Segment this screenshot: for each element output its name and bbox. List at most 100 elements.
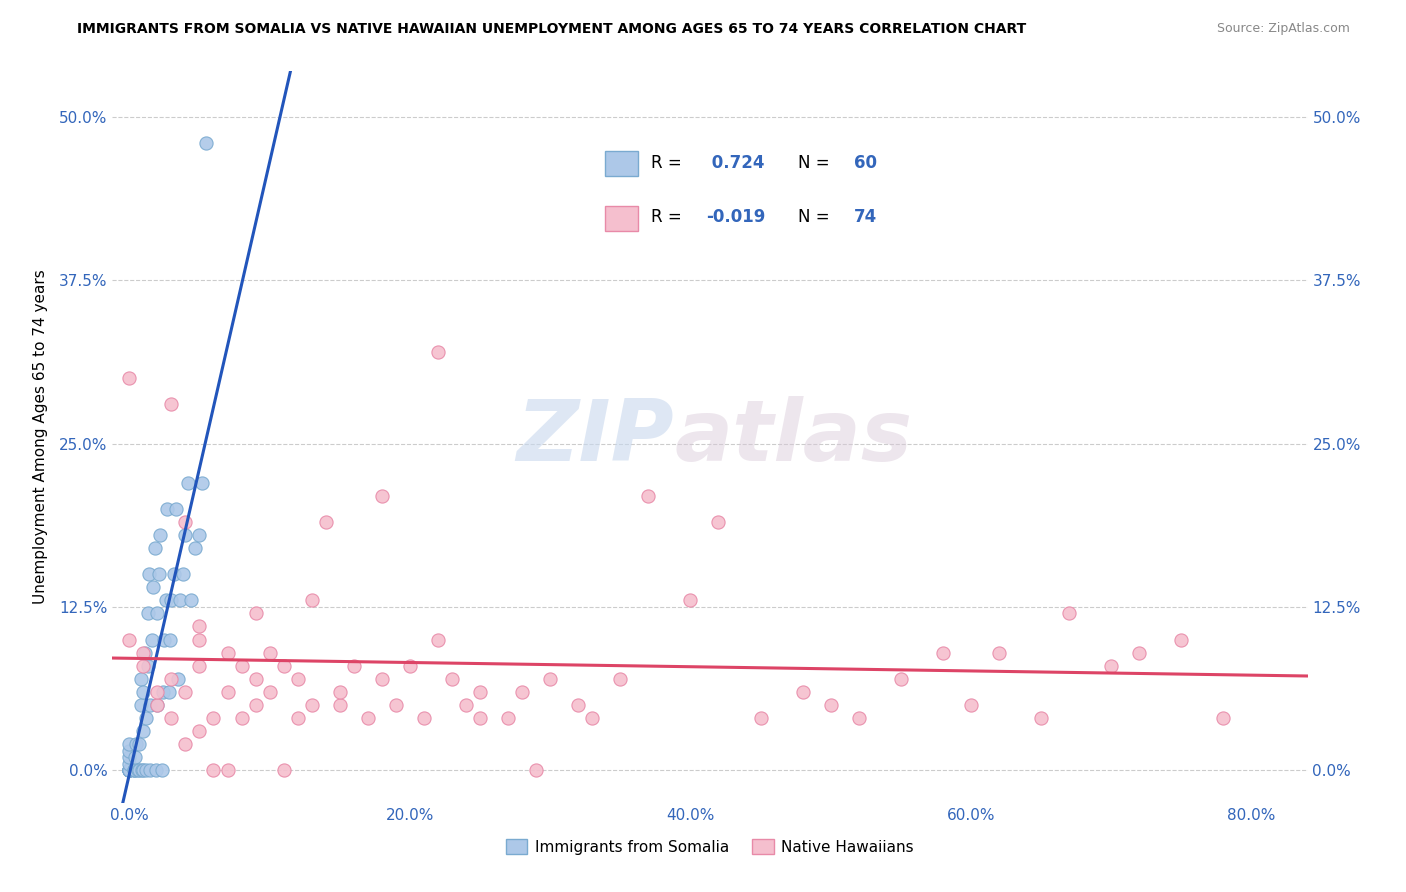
Point: [399, 658, 422, 673]
Point: [153, 632, 176, 647]
Point: [118, 763, 141, 777]
Point: [231, 658, 253, 673]
Point: [174, 685, 197, 699]
Point: [510, 685, 533, 699]
Point: [191, 475, 214, 490]
Point: [184, 541, 207, 555]
Point: [217, 685, 239, 699]
Point: [134, 646, 156, 660]
Point: [146, 698, 169, 712]
Point: [118, 737, 141, 751]
Point: [138, 567, 160, 582]
Point: [385, 698, 408, 712]
Point: [371, 672, 394, 686]
Point: [538, 672, 561, 686]
Point: [195, 136, 218, 151]
Point: [749, 711, 772, 725]
Point: [129, 698, 152, 712]
Point: [440, 672, 463, 686]
Point: [1128, 646, 1150, 660]
Text: Source: ZipAtlas.com: Source: ZipAtlas.com: [1216, 22, 1350, 36]
Point: [496, 711, 519, 725]
Point: [149, 528, 172, 542]
Point: [165, 502, 187, 516]
Point: [142, 580, 165, 594]
Point: [132, 658, 155, 673]
Point: [890, 672, 912, 686]
Point: [118, 743, 141, 757]
Point: [135, 711, 157, 725]
Point: [122, 763, 145, 777]
FancyBboxPatch shape: [605, 152, 638, 177]
Point: [118, 750, 141, 764]
Point: [932, 646, 955, 660]
Point: [329, 698, 352, 712]
Point: [167, 672, 190, 686]
Point: [129, 672, 152, 686]
Text: R =: R =: [651, 154, 682, 172]
Point: [188, 723, 211, 738]
Point: [848, 711, 870, 725]
Point: [159, 632, 181, 647]
Point: [426, 345, 449, 359]
Point: [135, 763, 157, 777]
Point: [118, 763, 141, 777]
Point: [143, 541, 166, 555]
Point: [315, 515, 337, 529]
Point: [136, 658, 159, 673]
Point: [188, 528, 211, 542]
Point: [160, 397, 183, 411]
Point: [188, 632, 211, 647]
Point: [371, 489, 394, 503]
Point: [273, 658, 295, 673]
Point: [157, 685, 180, 699]
Point: [124, 763, 146, 777]
Point: [132, 763, 155, 777]
Point: [156, 502, 179, 516]
Point: [301, 698, 323, 712]
Point: [820, 698, 842, 712]
Point: [160, 593, 183, 607]
Legend: Immigrants from Somalia, Native Hawaiians: Immigrants from Somalia, Native Hawaiian…: [501, 833, 920, 861]
Point: [609, 672, 631, 686]
Point: [468, 685, 491, 699]
Point: [202, 763, 225, 777]
Point: [581, 711, 603, 725]
Point: [148, 567, 170, 582]
Point: [567, 698, 589, 712]
Point: [118, 763, 141, 777]
Point: [131, 763, 153, 777]
Point: [146, 607, 169, 621]
Point: [180, 593, 202, 607]
Point: [136, 607, 159, 621]
Point: [329, 685, 352, 699]
Text: N =: N =: [799, 154, 830, 172]
Point: [426, 632, 449, 647]
Text: 60: 60: [853, 154, 876, 172]
Point: [174, 528, 197, 542]
Point: [118, 763, 141, 777]
Point: [118, 763, 141, 777]
Point: [128, 763, 150, 777]
Point: [132, 646, 155, 660]
Point: [1170, 632, 1192, 647]
Point: [155, 593, 177, 607]
Text: 0.724: 0.724: [706, 154, 765, 172]
Point: [150, 763, 173, 777]
Point: [172, 567, 194, 582]
Point: [468, 711, 491, 725]
Point: [301, 593, 323, 607]
Point: [118, 756, 141, 771]
Point: [960, 698, 983, 712]
Point: [163, 567, 186, 582]
Point: [343, 658, 366, 673]
Point: [139, 763, 162, 777]
Point: [146, 698, 169, 712]
Point: [454, 698, 477, 712]
Text: -0.019: -0.019: [706, 208, 766, 226]
Point: [245, 698, 267, 712]
Point: [139, 698, 162, 712]
Point: [118, 763, 141, 777]
Point: [125, 737, 148, 751]
Point: [160, 711, 183, 725]
